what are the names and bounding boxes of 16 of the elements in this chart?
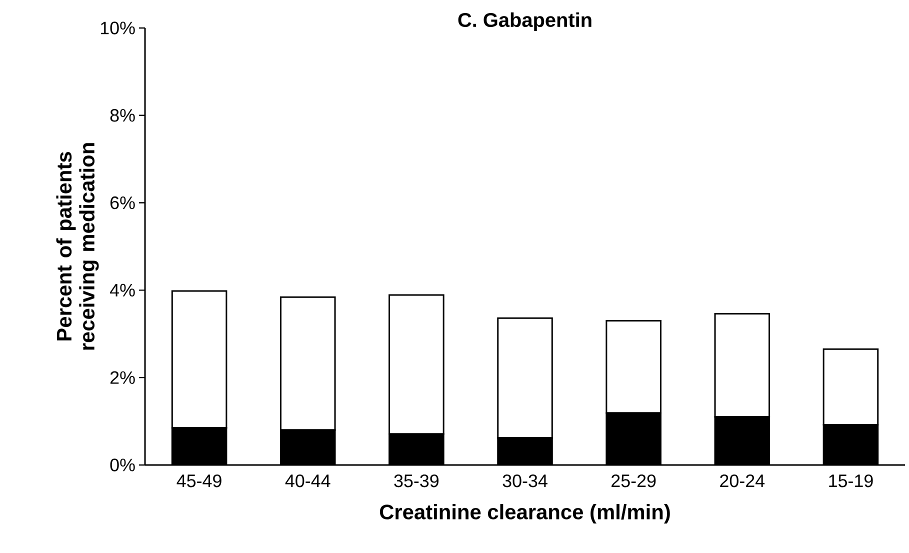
y-axis-title: Percent of patients receiving medication [56, 143, 99, 350]
y-tick-label: 10% [100, 22, 135, 34]
y-tick-label: 8% [110, 109, 135, 122]
x-tick-label: 15-19 [829, 474, 873, 488]
chart-title: C. Gabapentin [458, 12, 592, 31]
x-tick-label: 30-34 [502, 474, 548, 488]
x-axis-title: Creatinine clearance (ml/min) [380, 504, 670, 524]
x-tick-label: 45-49 [176, 474, 222, 488]
y-tick-label: 2% [110, 371, 135, 384]
y-tick-label: 6% [110, 196, 135, 210]
x-tick-label: 20-24 [720, 474, 765, 488]
x-tick-label: 35-39 [394, 474, 439, 488]
y-tick-label: 4% [110, 284, 135, 296]
y-tick-label: 0% [110, 458, 135, 472]
x-tick-label: 40-44 [285, 474, 330, 488]
x-tick-label: 25-29 [612, 474, 656, 488]
